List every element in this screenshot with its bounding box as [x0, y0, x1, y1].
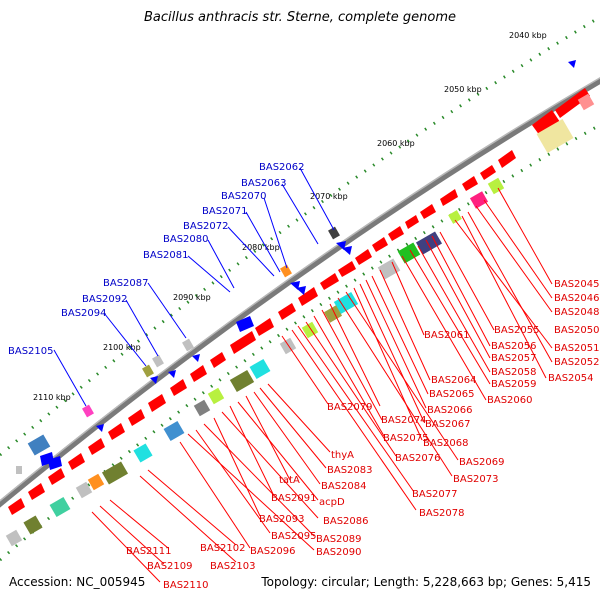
gene-label: BAS2095: [271, 531, 317, 542]
forward-genes: [8, 88, 590, 515]
gene-label: BAS2067: [425, 419, 471, 430]
gene-label: BAS2087: [103, 278, 149, 289]
gene-label: BAS2072: [183, 221, 229, 232]
gene-label: BAS2069: [459, 457, 505, 468]
gene-label: BAS2064: [431, 375, 477, 386]
gene-label: BAS2076: [395, 453, 441, 464]
gene-label: BAS2075: [383, 433, 429, 444]
gene-label: BAS2060: [487, 395, 533, 406]
gene-label: BAS2046: [554, 293, 600, 304]
gene-label: BAS2089: [316, 534, 362, 545]
gene-label: BAS2048: [554, 307, 600, 318]
gene-label: BAS2105: [8, 346, 54, 357]
gene-label: BAS2077: [412, 489, 458, 500]
red-leader-lines: [91, 187, 553, 583]
red-labels-mid: BAS2064 BAS2065 BAS2066 BAS2067 BAS2068 …: [327, 375, 505, 519]
gene-label: BAS2084: [321, 481, 367, 492]
map-title: Bacillus anthracis str. Sterne, complete…: [144, 10, 456, 25]
gene-label: BAS2045: [554, 279, 600, 290]
gene-label: BAS2079: [327, 402, 373, 413]
blue-labels: BAS2062 BAS2063 BAS2070 BAS2071 BAS2072 …: [8, 162, 305, 357]
gene-label: BAS2110: [163, 580, 209, 591]
scale-ticks: 2040 kbp 2050 kbp 2060 kbp 2070 kbp 2080…: [33, 31, 547, 402]
gene-label: BAS2074: [381, 415, 427, 426]
gene-label: BAS2092: [82, 294, 128, 305]
gene-label: BAS2080: [163, 234, 209, 245]
tick-label-2050: 2050 kbp: [444, 85, 482, 94]
gene-label: BAS2055: [494, 325, 540, 336]
tick-label-2060: 2060 kbp: [377, 139, 415, 148]
gene-label: BAS2062: [259, 162, 305, 173]
gene-label: BAS2061: [424, 330, 470, 341]
gene-label: BAS2059: [491, 379, 537, 390]
gene-label: acpD: [319, 497, 345, 508]
gene-label: BAS2057: [491, 353, 537, 364]
inner-dotted-ring: [0, 123, 600, 562]
gene-label: BAS2081: [143, 250, 189, 261]
tick-label-2100: 2100 kbp: [103, 343, 141, 352]
gene-label: BAS2066: [427, 405, 473, 416]
feature-blocks: [5, 93, 595, 547]
gene-label: BAS2070: [221, 191, 267, 202]
gene-label: BAS2111: [126, 546, 172, 557]
tick-label-2080: 2080 kbp: [242, 243, 280, 252]
accession-label: Accession: NC_005945: [9, 575, 146, 589]
gene-label: BAS2071: [202, 206, 248, 217]
gene-label: BAS2086: [323, 516, 369, 527]
gene-label: BAS2054: [548, 373, 594, 384]
gene-label: BAS2096: [250, 546, 296, 557]
tick-label-2070: 2070 kbp: [310, 192, 348, 201]
blue-leader-lines: [53, 167, 335, 407]
gene-label: BAS2078: [419, 508, 465, 519]
genome-backbone: [0, 77, 600, 508]
gene-label: BAS2094: [61, 308, 107, 319]
gene-label: BAS2065: [429, 389, 475, 400]
gene-label: BAS2056: [491, 341, 537, 352]
tick-label-2110: 2110 kbp: [33, 393, 71, 402]
gene-label: BAS2109: [147, 561, 193, 572]
gene-label: tatA: [279, 475, 300, 486]
gene-label: BAS2052: [554, 357, 600, 368]
gene-label: BAS2068: [423, 438, 469, 449]
gene-label: BAS2091: [271, 493, 317, 504]
gene-label: BAS2050: [554, 325, 600, 336]
red-labels-lower: thyA BAS2083 BAS2084 tatA acpD BAS2091 B…: [126, 450, 373, 591]
gene-label: BAS2073: [453, 474, 499, 485]
gene-label: BAS2090: [316, 547, 362, 558]
gene-label: BAS2102: [200, 543, 246, 554]
gene-label: BAS2103: [210, 561, 256, 572]
tick-label-2090: 2090 kbp: [173, 293, 211, 302]
gene-label: BAS2093: [259, 514, 305, 525]
red-labels-right: BAS2045 BAS2046 BAS2048 BAS2050 BAS2051 …: [424, 279, 600, 406]
gene-label: BAS2063: [241, 178, 287, 189]
gene-label: BAS2051: [554, 343, 600, 354]
outer-small-blocks: [16, 226, 340, 474]
gene-label: BAS2083: [327, 465, 373, 476]
reverse-genes: [40, 60, 576, 470]
gene-label: thyA: [331, 450, 354, 461]
tick-label-2040: 2040 kbp: [509, 31, 547, 40]
genome-info-label: Topology: circular; Length: 5,228,663 bp…: [261, 575, 591, 589]
gene-label: BAS2058: [491, 367, 537, 378]
